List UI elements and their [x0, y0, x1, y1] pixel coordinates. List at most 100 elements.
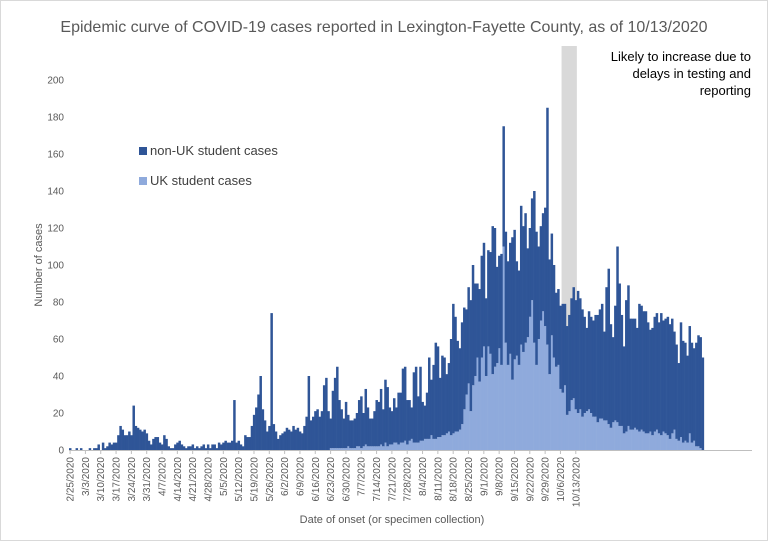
bar-uk: [460, 424, 464, 450]
bar-uk: [454, 431, 457, 450]
bar-non-uk: [423, 405, 427, 439]
x-tick-label: 4/21/2020: [188, 457, 199, 502]
x-tick-label: 9/1/2020: [479, 457, 490, 496]
bar-non-uk: [274, 431, 278, 450]
bar-non-uk: [377, 401, 381, 447]
bar-non-uk: [631, 318, 635, 430]
bar-non-uk: [392, 398, 396, 443]
bar-non-uk: [570, 298, 573, 401]
bar-uk: [463, 409, 466, 450]
bar-uk: [677, 440, 681, 450]
bar-uk: [342, 448, 346, 450]
bar-non-uk: [627, 285, 630, 426]
bar-non-uk: [366, 407, 370, 447]
bar-uk: [526, 337, 530, 450]
bar-non-uk: [417, 396, 420, 443]
y-axis-label: Number of cases: [33, 223, 45, 307]
bar-non-uk: [344, 401, 348, 449]
bar-non-uk: [653, 316, 656, 432]
bar-uk: [480, 357, 484, 450]
bar-non-uk: [511, 237, 514, 380]
bar-non-uk: [255, 407, 258, 450]
bar-non-uk: [692, 348, 696, 441]
bar-non-uk: [399, 392, 403, 443]
bar-non-uk: [235, 442, 238, 450]
bar-non-uk: [449, 339, 453, 436]
bar-non-uk: [421, 401, 424, 441]
bar-uk: [368, 446, 372, 450]
bar-non-uk: [489, 252, 492, 354]
x-tick-label: 9/29/2020: [541, 457, 552, 502]
bar-non-uk: [688, 326, 692, 434]
bar-uk: [406, 444, 409, 450]
legend-swatch-non-uk: [139, 147, 147, 155]
bar-non-uk: [261, 409, 265, 450]
bar-non-uk: [272, 424, 276, 450]
bar-uk: [471, 385, 475, 450]
bar-uk: [452, 433, 455, 450]
bar-uk: [515, 355, 519, 450]
bar-uk: [509, 353, 512, 450]
bar-non-uk: [167, 446, 170, 450]
bar-non-uk: [351, 420, 354, 449]
bar-non-uk: [454, 316, 457, 432]
bar-non-uk: [585, 327, 589, 412]
x-tick-label: 5/26/2020: [265, 457, 276, 502]
bar-non-uk: [222, 442, 225, 450]
y-tick-label: 40: [53, 372, 65, 383]
bar-non-uk: [467, 287, 470, 384]
bar-non-uk: [655, 313, 659, 430]
bar-uk: [329, 448, 332, 450]
bar-uk: [436, 437, 440, 450]
bar-non-uk: [241, 446, 245, 450]
bar-non-uk: [79, 448, 83, 450]
bar-non-uk: [677, 363, 681, 441]
bar-non-uk: [638, 303, 641, 432]
bars-group: [69, 107, 705, 450]
bar-uk: [401, 442, 405, 450]
bar-non-uk: [657, 322, 661, 434]
bar-non-uk: [565, 326, 569, 415]
bar-uk: [681, 442, 685, 450]
bar-uk: [609, 427, 613, 450]
bar-non-uk: [292, 425, 295, 450]
bar-non-uk: [395, 407, 398, 443]
bar-non-uk: [649, 329, 652, 432]
bar-non-uk: [526, 248, 530, 338]
bar-uk: [403, 440, 407, 450]
x-ticks-group: 2/25/2020 3/3/2020 3/10/2020 3/17/2020 3/24/…: [66, 450, 582, 507]
bar-non-uk: [515, 261, 519, 356]
x-tick-label: 7/14/2020: [372, 457, 383, 502]
bar-non-uk: [537, 246, 540, 339]
bar-uk: [349, 448, 352, 450]
bar-non-uk: [622, 346, 626, 434]
bar-non-uk: [287, 429, 291, 450]
bar-non-uk: [452, 303, 455, 434]
bar-non-uk: [88, 448, 92, 450]
bar-non-uk: [104, 448, 107, 450]
legend-swatch-uk: [139, 177, 147, 185]
bar-non-uk: [340, 409, 343, 449]
x-tick-label: 6/30/2020: [341, 457, 352, 502]
bar-non-uk: [290, 431, 293, 450]
bar-non-uk: [664, 318, 667, 434]
bar-non-uk: [371, 418, 374, 447]
bar-non-uk: [69, 448, 72, 450]
bar-non-uk: [614, 305, 617, 421]
bar-uk: [550, 335, 554, 450]
bar-uk: [353, 448, 357, 450]
bar-uk: [357, 446, 361, 450]
bar-non-uk: [471, 265, 475, 386]
bar-non-uk: [616, 246, 619, 423]
bar-non-uk: [478, 289, 481, 382]
bar-non-uk: [119, 425, 122, 450]
bar-uk: [662, 431, 665, 450]
bar-uk: [688, 433, 692, 450]
bar-uk: [692, 440, 696, 450]
bar-uk: [594, 416, 597, 450]
bar-uk: [611, 422, 615, 450]
bar-non-uk: [220, 444, 223, 450]
x-tick-label: 4/14/2020: [173, 457, 184, 502]
bar-uk: [417, 442, 420, 450]
bar-uk: [635, 429, 639, 450]
